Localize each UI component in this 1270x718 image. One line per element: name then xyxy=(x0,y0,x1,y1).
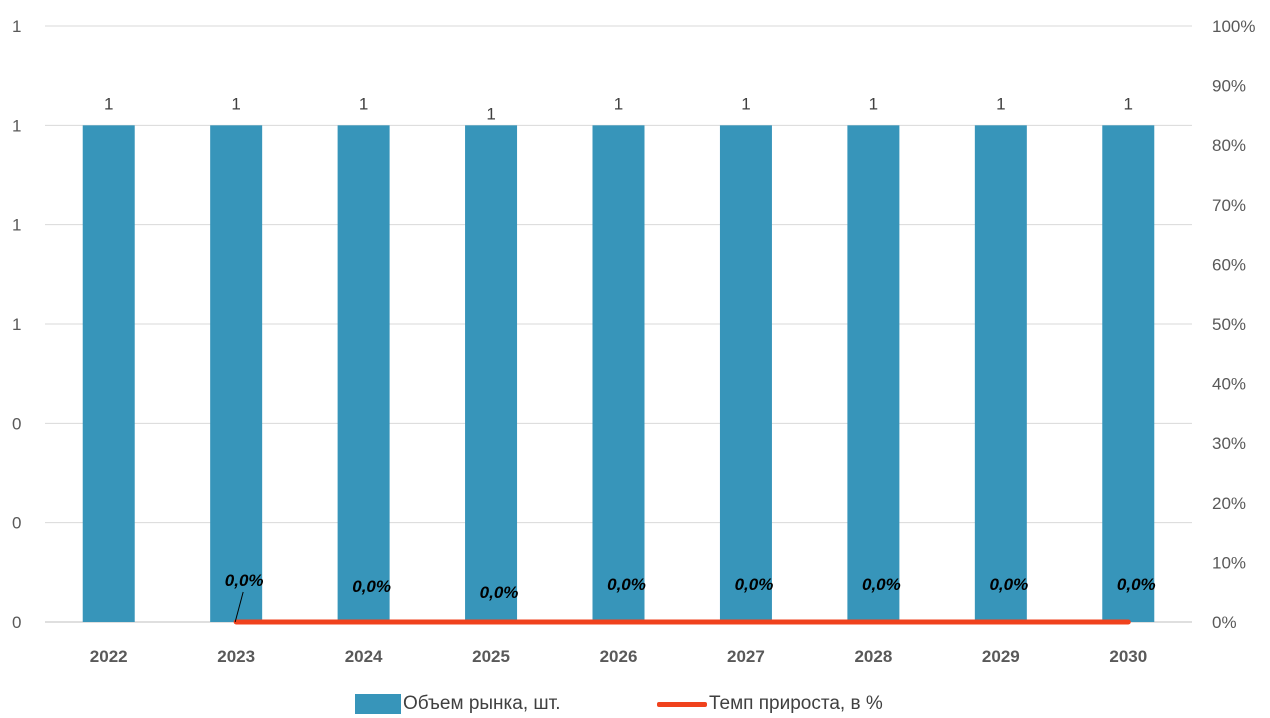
y-right-tick-label: 90% xyxy=(1212,77,1246,96)
growth-data-label: 0,0% xyxy=(1117,575,1156,594)
x-tick-label: 2023 xyxy=(217,647,255,666)
legend-item-line: Темп прироста, в % xyxy=(657,693,883,715)
y-left-tick-label: 1 xyxy=(12,116,21,135)
bar-series xyxy=(82,125,1155,622)
x-tick-label: 2028 xyxy=(854,647,892,666)
y-right-tick-label: 80% xyxy=(1212,136,1246,155)
growth-data-label: 0,0% xyxy=(225,571,264,590)
x-tick-label: 2024 xyxy=(345,647,383,666)
legend-bar-label: Объем рынка, шт. xyxy=(403,693,561,714)
bar-data-label: 1 xyxy=(231,94,240,113)
legend-line-label: Темп прироста, в % xyxy=(709,693,883,714)
data-labels: 1 1 1 1 1 1 1 1 1 0,0% 0,0% 0,0% 0,0% 0,0% 0,0% 0,0% 0,0… xyxy=(104,94,1156,623)
bar-data-label: 1 xyxy=(359,94,368,113)
growth-data-label: 0,0% xyxy=(352,577,391,596)
x-tick-label: 2030 xyxy=(1109,647,1147,666)
legend-line-swatch xyxy=(657,701,707,707)
x-tick-label: 2026 xyxy=(600,647,638,666)
x-tick-label: 2027 xyxy=(727,647,765,666)
legend-item-bar: Объем рынка, шт. xyxy=(355,693,561,715)
y-right-tick-label: 20% xyxy=(1212,494,1246,513)
x-tick-label: 2025 xyxy=(472,647,510,666)
bar-data-label: 1 xyxy=(104,94,113,113)
y-right-tick-label: 50% xyxy=(1212,315,1246,334)
bar-data-label: 1 xyxy=(1124,94,1133,113)
y-right-tick-label: 0% xyxy=(1212,613,1237,632)
bar xyxy=(82,125,135,622)
y-right-tick-label: 60% xyxy=(1212,255,1246,274)
axes: 00011110%10%20%30%40%50%60%70%80%90%100%… xyxy=(12,17,1255,666)
y-left-tick-label: 1 xyxy=(12,216,21,235)
bar xyxy=(719,125,772,622)
y-left-tick-label: 0 xyxy=(12,514,21,533)
y-left-tick-label: 0 xyxy=(12,613,21,632)
y-right-tick-label: 30% xyxy=(1212,434,1246,453)
growth-data-label: 0,0% xyxy=(735,575,774,594)
y-left-tick-label: 1 xyxy=(12,315,21,334)
bar-data-label: 1 xyxy=(614,94,623,113)
y-right-tick-label: 100% xyxy=(1212,17,1255,36)
legend: Объем рынка, шт. Темп прироста, в % xyxy=(0,693,1270,718)
y-left-tick-label: 0 xyxy=(12,414,21,433)
y-right-tick-label: 70% xyxy=(1212,196,1246,215)
bar xyxy=(974,125,1027,622)
bar xyxy=(1102,125,1155,622)
growth-data-label: 0,0% xyxy=(862,575,901,594)
bar-data-label: 1 xyxy=(869,94,878,113)
legend-bar-swatch xyxy=(355,694,401,714)
x-tick-label: 2022 xyxy=(90,647,128,666)
bar xyxy=(847,125,900,622)
leader-line xyxy=(234,591,244,623)
x-tick-label: 2029 xyxy=(982,647,1020,666)
bar xyxy=(337,125,390,622)
growth-data-label: 0,0% xyxy=(989,575,1028,594)
bar xyxy=(210,125,263,622)
bar-data-label: 1 xyxy=(741,94,750,113)
growth-data-label: 0,0% xyxy=(480,583,519,602)
y-right-tick-label: 40% xyxy=(1212,375,1246,394)
bar-data-label: 1 xyxy=(486,104,495,123)
y-right-tick-label: 10% xyxy=(1212,553,1246,572)
y-left-tick-label: 1 xyxy=(12,17,21,36)
bar xyxy=(592,125,645,622)
bar xyxy=(465,125,518,622)
bar-data-label: 1 xyxy=(996,94,1005,113)
combo-chart: 1 1 1 1 1 1 1 1 1 0,0% 0,0% 0,0% 0,0% 0,0% 0,0% 0,0% 0,0… xyxy=(12,17,1255,666)
growth-data-label: 0,0% xyxy=(607,575,646,594)
